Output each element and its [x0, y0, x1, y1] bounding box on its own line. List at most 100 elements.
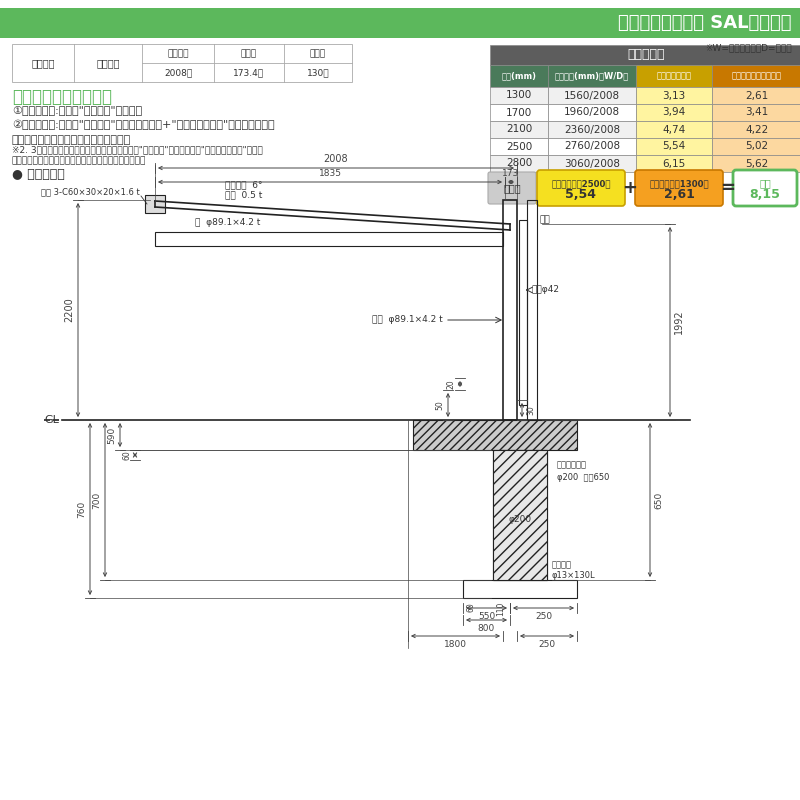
- Bar: [490, 121, 548, 138]
- Text: 800: 800: [478, 624, 495, 633]
- Text: 1992: 1992: [674, 310, 684, 334]
- Text: 20: 20: [447, 379, 456, 389]
- Bar: [636, 87, 712, 104]
- Text: 屋根奥行: 屋根奥行: [167, 49, 189, 58]
- Text: 1700: 1700: [506, 107, 532, 118]
- Bar: [503, 200, 517, 420]
- Text: 方持ち型: 方持ち型: [96, 58, 120, 68]
- FancyBboxPatch shape: [733, 170, 797, 206]
- Text: 3,13: 3,13: [662, 90, 686, 101]
- Text: 5,54: 5,54: [566, 188, 597, 201]
- Text: 173.4㎜: 173.4㎜: [234, 68, 265, 77]
- Text: 間口(mm): 間口(mm): [502, 71, 537, 81]
- Bar: [548, 87, 636, 104]
- Bar: [636, 138, 712, 155]
- Text: 60: 60: [466, 602, 475, 612]
- Text: 173: 173: [502, 169, 520, 178]
- Text: 8,15: 8,15: [750, 188, 781, 201]
- Text: 700: 700: [92, 491, 101, 509]
- Text: 軒の出: 軒の出: [241, 49, 257, 58]
- Text: 軒樋: 軒樋: [540, 215, 550, 225]
- Bar: [636, 121, 712, 138]
- Text: 3,94: 3,94: [662, 107, 686, 118]
- Text: +: +: [622, 179, 638, 197]
- Text: 5,02: 5,02: [746, 142, 769, 151]
- Text: 4,74: 4,74: [662, 125, 686, 134]
- Text: GL: GL: [44, 415, 59, 425]
- Text: 2500: 2500: [506, 142, 532, 151]
- Text: φ200: φ200: [509, 515, 531, 525]
- Text: 参考例: 参考例: [503, 183, 521, 193]
- Text: 2008㎜: 2008㎜: [164, 68, 192, 77]
- Text: ※2. 3連棟それ以上の連棟につきましても右図の"単棟面積"を元として、"連棟時追加面積"のみを: ※2. 3連棟それ以上の連棟につきましても右図の"単棟面積"を元として、"連棟時…: [12, 145, 262, 154]
- Text: 2,61: 2,61: [746, 90, 769, 101]
- Text: ①単棟の場合:右図の"単棟面積"を参照。: ①単棟の場合:右図の"単棟面積"を参照。: [12, 105, 142, 115]
- Text: 2,61: 2,61: [663, 188, 694, 201]
- Bar: [548, 121, 636, 138]
- Bar: [548, 104, 636, 121]
- Text: 竪樋φ42: 竪樋φ42: [531, 286, 559, 294]
- Bar: [493, 450, 547, 580]
- Text: 2008: 2008: [324, 154, 348, 164]
- Text: 4,22: 4,22: [746, 125, 769, 134]
- Text: 3060/2008: 3060/2008: [564, 158, 620, 169]
- Text: φ200  深さ650: φ200 深さ650: [557, 474, 610, 482]
- Text: ● 基本寸法図: ● 基本寸法図: [12, 168, 65, 181]
- Bar: [490, 45, 800, 65]
- Bar: [12, 44, 352, 82]
- Bar: [463, 580, 577, 598]
- Text: 5,62: 5,62: [746, 158, 769, 169]
- Bar: [712, 87, 800, 104]
- Text: 2760/2008: 2760/2008: [564, 142, 620, 151]
- Bar: [155, 232, 503, 246]
- Text: 屋根勾配  6°: 屋根勾配 6°: [225, 180, 262, 189]
- FancyBboxPatch shape: [635, 170, 723, 206]
- FancyBboxPatch shape: [537, 170, 625, 206]
- Bar: [712, 121, 800, 138]
- Text: 2800: 2800: [506, 158, 532, 169]
- Bar: [0, 8, 800, 38]
- Bar: [413, 420, 577, 450]
- Text: 1300: 1300: [506, 90, 532, 101]
- Text: =: =: [721, 179, 735, 197]
- Bar: [490, 87, 548, 104]
- Bar: [548, 138, 636, 155]
- Text: 面　積　表: 面 積 表: [627, 49, 665, 62]
- Text: 250: 250: [535, 612, 552, 621]
- Bar: [712, 155, 800, 172]
- Text: 妻の出: 妻の出: [310, 49, 326, 58]
- Bar: [548, 65, 636, 87]
- Text: 追加して頂ければ、面積を算出することが出来ます。: 追加して頂ければ、面積を算出することが出来ます。: [12, 156, 146, 165]
- Text: 2360/2008: 2360/2008: [564, 125, 620, 134]
- Text: 60: 60: [122, 450, 131, 460]
- Text: 1560/2008: 1560/2008: [564, 90, 620, 101]
- Text: 1800: 1800: [444, 640, 467, 649]
- Bar: [490, 138, 548, 155]
- Text: 250: 250: [538, 640, 555, 649]
- Text: 5,54: 5,54: [662, 142, 686, 151]
- Bar: [636, 155, 712, 172]
- Bar: [712, 65, 800, 87]
- Bar: [712, 104, 800, 121]
- Text: 110: 110: [497, 602, 506, 616]
- Text: ※W=屋根の全長、D=奥行き: ※W=屋根の全長、D=奥行き: [706, 43, 792, 52]
- Text: ボイド抜き穴: ボイド抜き穴: [557, 461, 587, 470]
- Text: 50: 50: [435, 400, 444, 410]
- FancyBboxPatch shape: [488, 172, 536, 204]
- Text: で面積の算出が出来ます。: で面積の算出が出来ます。: [12, 135, 131, 145]
- Bar: [490, 155, 548, 172]
- Bar: [490, 104, 548, 121]
- Text: 面積算出方法について: 面積算出方法について: [12, 88, 112, 106]
- Text: かんざし: かんざし: [552, 561, 572, 570]
- Text: φ13×130L: φ13×130L: [552, 571, 596, 581]
- Text: 30: 30: [526, 405, 535, 415]
- Text: 基本棟間口（2500）: 基本棟間口（2500）: [551, 179, 610, 188]
- Text: 梁  φ89.1×4.2 t: 梁 φ89.1×4.2 t: [195, 218, 260, 227]
- Text: 母屋 3-C60×30×20×1.6 t: 母屋 3-C60×30×20×1.6 t: [42, 187, 140, 196]
- Text: 屋根  0.5 t: 屋根 0.5 t: [225, 190, 262, 199]
- Text: 1960/2008: 1960/2008: [564, 107, 620, 118]
- Text: 単棟面積（㎡）: 単棟面積（㎡）: [657, 71, 691, 81]
- Text: 550: 550: [478, 612, 495, 621]
- Bar: [636, 104, 712, 121]
- Text: 6,15: 6,15: [662, 158, 686, 169]
